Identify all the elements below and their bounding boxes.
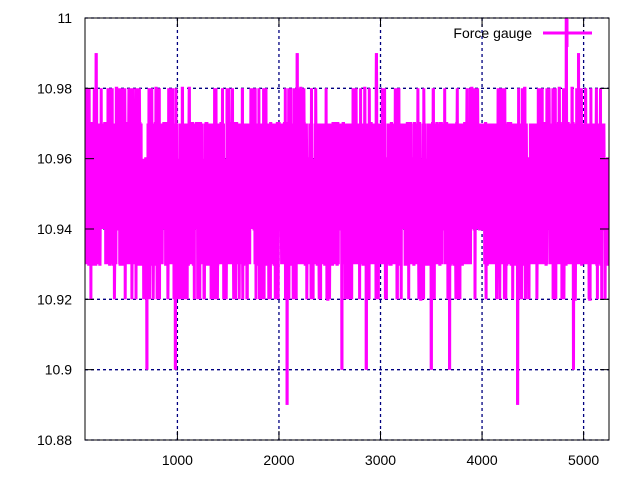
- legend: Force gauge: [453, 19, 592, 47]
- x-tick-label: 3000: [365, 452, 396, 468]
- x-tick-label: 2000: [263, 452, 294, 468]
- series-layer: [85, 18, 609, 405]
- x-tick-label: 4000: [466, 452, 497, 468]
- y-tick-label: 10.88: [37, 432, 72, 448]
- x-tick-label: 1000: [162, 452, 193, 468]
- y-tick-label: 10.98: [37, 80, 72, 96]
- y-tick-label: 10.96: [37, 151, 72, 167]
- y-tick-label: 10.92: [37, 291, 72, 307]
- x-tick-label: 5000: [568, 452, 599, 468]
- tick-layer: 10.88 10.9 10.92 10.94 10.96 10.98 11 1000 2000 3…: [37, 10, 609, 468]
- y-tick-label: 11: [57, 10, 72, 26]
- y-tick-label: 10.9: [45, 362, 72, 378]
- series-line-force-gauge: [85, 18, 609, 405]
- legend-label: Force gauge: [453, 25, 532, 41]
- y-tick-label: 10.94: [37, 221, 72, 237]
